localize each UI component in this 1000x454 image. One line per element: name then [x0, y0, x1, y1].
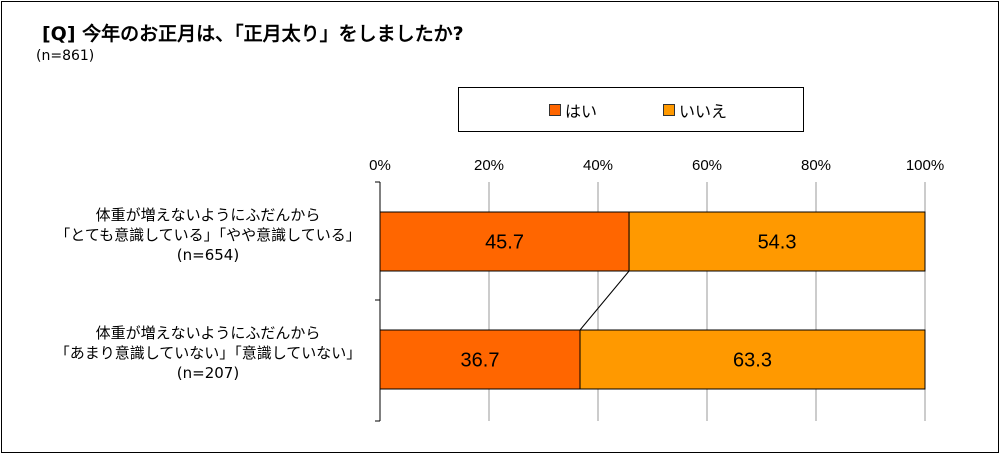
category-label-1: 体重が増えないようにふだんから 「とても意識している」「やや意識している」 (n… [38, 205, 378, 265]
data-label-no-1: 54.3 [758, 232, 797, 254]
category-label-2: 体重が増えないようにふだんから 「あまり意識していない」「意識していない」 (n… [38, 323, 378, 383]
x-tick-label: 20% [474, 157, 504, 174]
bar-yes-1 [379, 211, 630, 272]
bar-no-1 [628, 211, 926, 272]
x-tick-label: 100% [906, 157, 944, 174]
x-tick-label: 40% [583, 157, 613, 174]
category-2-n: (n=207) [176, 364, 240, 382]
legend: はい いいえ [458, 87, 804, 132]
data-label-yes-2: 36.7 [461, 350, 500, 372]
category-1-line1: 体重が増えないようにふだんから [95, 206, 321, 224]
legend-swatch-yes [549, 104, 561, 116]
sample-size: (n=861) [36, 48, 95, 64]
category-1-n: (n=654) [176, 246, 240, 264]
category-1-line2: 「とても意識している」「やや意識している」 [55, 226, 361, 244]
legend-label-yes: はい [565, 102, 598, 121]
legend-item-no: いいえ [663, 100, 728, 121]
x-tick-label: 60% [692, 157, 722, 174]
x-tick-label: 0% [369, 157, 391, 174]
bar-yes-2 [379, 329, 581, 390]
legend-swatch-no [663, 104, 675, 116]
data-label-yes-1: 45.7 [485, 232, 524, 254]
series-connector-line [579, 270, 630, 331]
x-tick-label: 80% [801, 157, 831, 174]
legend-label-no: いいえ [679, 102, 728, 121]
chart-title: [Q] 今年のお正月は、「正月太り」をしましたか? [42, 23, 464, 45]
bar-no-2 [579, 329, 926, 390]
category-2-line1: 体重が増えないようにふだんから [95, 324, 321, 342]
data-label-no-2: 63.3 [733, 350, 772, 372]
category-2-line2: 「あまり意識していない」「意識していない」 [54, 344, 362, 362]
legend-item-yes: はい [549, 100, 598, 121]
